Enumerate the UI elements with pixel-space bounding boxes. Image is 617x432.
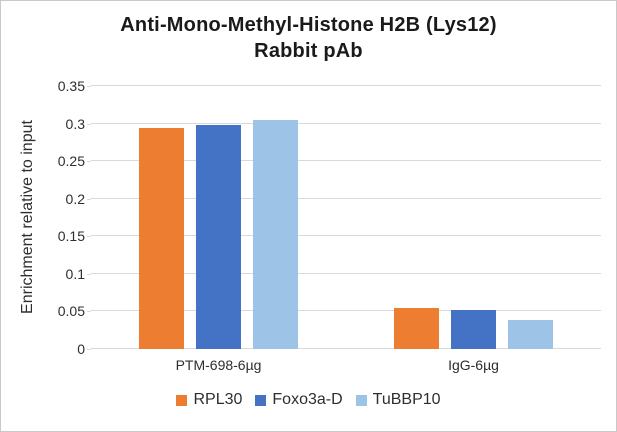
legend-label: RPL30 bbox=[193, 391, 243, 408]
y-tick-mark bbox=[87, 236, 91, 238]
y-tick-label: 0.1 bbox=[65, 265, 85, 282]
legend-item-TuBBP10: TuBBP10 bbox=[355, 391, 441, 409]
gridline bbox=[91, 197, 601, 199]
x-category-label: IgG-6µg bbox=[448, 357, 499, 373]
y-tick-label: 0.35 bbox=[57, 78, 85, 94]
y-tick-mark bbox=[87, 311, 91, 313]
legend-label: Foxo3a-D bbox=[272, 391, 343, 408]
bar-RPL30-PTM-698-6µg bbox=[139, 128, 185, 349]
y-tick-label: 0.25 bbox=[57, 153, 85, 170]
legend-label: TuBBP10 bbox=[372, 391, 441, 408]
legend-swatch bbox=[255, 394, 267, 406]
chart-title: Anti-Mono-Methyl-Histone H2B (Lys12) bbox=[120, 14, 497, 36]
y-tick-mark bbox=[87, 273, 91, 275]
y-tick-mark bbox=[87, 198, 91, 200]
y-tick-label: 0.2 bbox=[65, 190, 85, 207]
bar-Foxo3a-D-IgG-6µg bbox=[451, 309, 496, 349]
legend-swatch bbox=[355, 394, 367, 406]
gridline bbox=[91, 235, 601, 237]
y-tick-mark bbox=[87, 123, 91, 125]
y-tick-mark bbox=[87, 161, 91, 163]
gridline bbox=[91, 122, 601, 124]
y-tick-label: 0.05 bbox=[57, 303, 85, 320]
y-tick-mark bbox=[87, 86, 91, 87]
gridline bbox=[91, 272, 601, 274]
gridline bbox=[91, 310, 601, 312]
y-tick-label: 0 bbox=[77, 341, 85, 357]
gridline bbox=[91, 85, 601, 86]
legend-item-RPL30: RPL30 bbox=[176, 391, 242, 409]
x-category-label: PTM-698-6µg bbox=[175, 357, 262, 373]
y-tick-mark bbox=[87, 349, 91, 350]
gridline bbox=[91, 348, 601, 349]
bar-TuBBP10-PTM-698-6µg bbox=[252, 119, 298, 349]
bar-Foxo3a-D-PTM-698-6µg bbox=[196, 125, 241, 349]
y-tick-label: 0.15 bbox=[57, 228, 85, 245]
legend: RPL30 Foxo3a-D TuBBP10 bbox=[1, 391, 616, 409]
bar-RPL30-IgG-6µg bbox=[394, 307, 440, 349]
legend-swatch bbox=[176, 394, 188, 406]
legend-item-Foxo3a-D: Foxo3a-D bbox=[255, 391, 343, 409]
plot-area bbox=[91, 85, 601, 349]
chart-title-block: Anti-Mono-Methyl-Histone H2B (Lys12) Rab… bbox=[1, 12, 616, 64]
y-axis-title: Enrichment relative to input bbox=[19, 120, 36, 314]
gridline bbox=[91, 160, 601, 162]
bar-TuBBP10-IgG-6µg bbox=[507, 319, 553, 349]
y-tick-label: 0.3 bbox=[65, 115, 85, 132]
chart-subtitle: Rabbit pAb bbox=[254, 40, 363, 62]
